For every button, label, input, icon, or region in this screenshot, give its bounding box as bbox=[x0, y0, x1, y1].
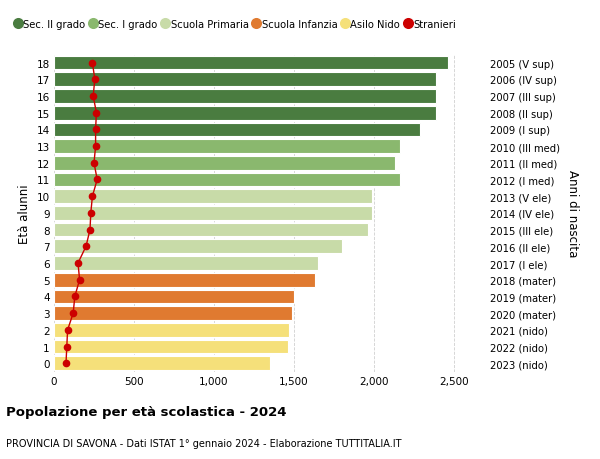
Bar bbox=[54, 140, 400, 154]
Bar bbox=[54, 73, 436, 87]
Bar bbox=[54, 207, 373, 220]
Bar bbox=[54, 190, 373, 204]
Bar bbox=[54, 273, 315, 287]
Bar bbox=[54, 56, 448, 70]
Bar bbox=[54, 307, 292, 320]
Bar bbox=[54, 240, 342, 254]
Text: Popolazione per età scolastica - 2024: Popolazione per età scolastica - 2024 bbox=[6, 405, 287, 419]
Bar bbox=[54, 323, 289, 337]
Y-axis label: Età alunni: Età alunni bbox=[18, 184, 31, 243]
Y-axis label: Anni di nascita: Anni di nascita bbox=[566, 170, 579, 257]
Bar bbox=[54, 340, 287, 353]
Bar bbox=[54, 223, 368, 237]
Bar bbox=[54, 90, 436, 104]
Bar bbox=[54, 123, 421, 137]
Bar bbox=[54, 257, 318, 270]
Bar bbox=[54, 173, 400, 187]
Bar bbox=[54, 357, 270, 370]
Bar bbox=[54, 290, 294, 303]
Legend: Sec. II grado, Sec. I grado, Scuola Primaria, Scuola Infanzia, Asilo Nido, Stran: Sec. II grado, Sec. I grado, Scuola Prim… bbox=[11, 16, 460, 34]
Text: PROVINCIA DI SAVONA - Dati ISTAT 1° gennaio 2024 - Elaborazione TUTTITALIA.IT: PROVINCIA DI SAVONA - Dati ISTAT 1° genn… bbox=[6, 438, 401, 448]
Bar bbox=[54, 106, 436, 120]
Bar bbox=[54, 157, 395, 170]
